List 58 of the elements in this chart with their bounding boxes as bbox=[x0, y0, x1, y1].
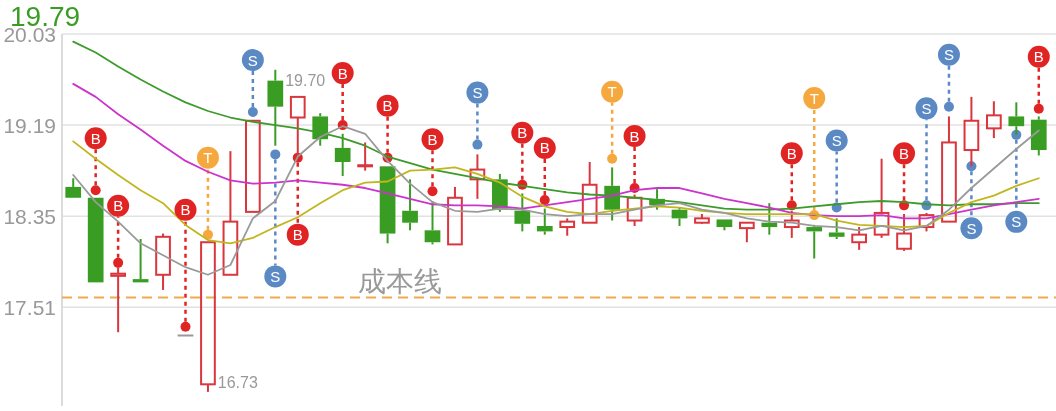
candlestick bbox=[245, 119, 261, 213]
text: T bbox=[203, 149, 213, 167]
candlestick bbox=[200, 241, 216, 393]
text: B bbox=[292, 226, 303, 244]
y-tick-label: 18.35 bbox=[3, 204, 56, 228]
candlestick bbox=[222, 150, 239, 276]
point bbox=[539, 194, 550, 205]
point bbox=[607, 153, 618, 164]
text: S bbox=[831, 132, 842, 150]
y-tick-label: 19.19 bbox=[3, 113, 56, 137]
text: B bbox=[517, 124, 528, 142]
point bbox=[1033, 103, 1044, 114]
text: S bbox=[247, 51, 258, 69]
candlestick bbox=[424, 200, 441, 246]
candlestick bbox=[986, 100, 1002, 140]
y-tick-label: 17.51 bbox=[3, 295, 56, 319]
point bbox=[472, 139, 483, 150]
text: B bbox=[629, 127, 640, 145]
text: S bbox=[943, 46, 954, 64]
text: B bbox=[786, 144, 797, 162]
text: S bbox=[966, 219, 977, 237]
text: S bbox=[921, 99, 932, 117]
legend-label: S bbox=[1011, 213, 1022, 231]
candlestick bbox=[1030, 115, 1047, 157]
series-label: B bbox=[113, 197, 124, 215]
text: B bbox=[337, 64, 348, 82]
point bbox=[180, 321, 191, 332]
candlestick bbox=[65, 177, 82, 198]
annotation: 19.70 bbox=[285, 71, 326, 89]
point bbox=[427, 186, 438, 197]
text: T bbox=[809, 89, 819, 107]
candlestick bbox=[267, 68, 284, 147]
candlestick bbox=[581, 160, 598, 224]
text: B bbox=[1033, 48, 1044, 66]
point bbox=[90, 185, 101, 196]
candlestick bbox=[177, 334, 194, 337]
text: B bbox=[539, 139, 550, 157]
text: B bbox=[899, 144, 910, 162]
point bbox=[113, 257, 124, 268]
candlestick bbox=[469, 153, 486, 200]
point bbox=[270, 149, 281, 160]
ref-line-label: 成本线 bbox=[358, 265, 443, 297]
candlestick bbox=[379, 166, 396, 245]
text: S bbox=[472, 84, 483, 102]
text: B bbox=[90, 129, 101, 147]
candlestick bbox=[941, 115, 957, 223]
text: B bbox=[382, 97, 393, 115]
point bbox=[943, 101, 954, 112]
candlestick bbox=[447, 185, 463, 246]
point bbox=[247, 107, 258, 118]
text: B bbox=[427, 130, 438, 148]
candlestick bbox=[402, 178, 418, 232]
annotation: 16.73 bbox=[217, 373, 258, 391]
text: T bbox=[607, 83, 617, 101]
text: B bbox=[180, 201, 191, 219]
candlestick bbox=[739, 221, 755, 244]
candlestick bbox=[87, 197, 104, 283]
text: S bbox=[270, 267, 281, 285]
